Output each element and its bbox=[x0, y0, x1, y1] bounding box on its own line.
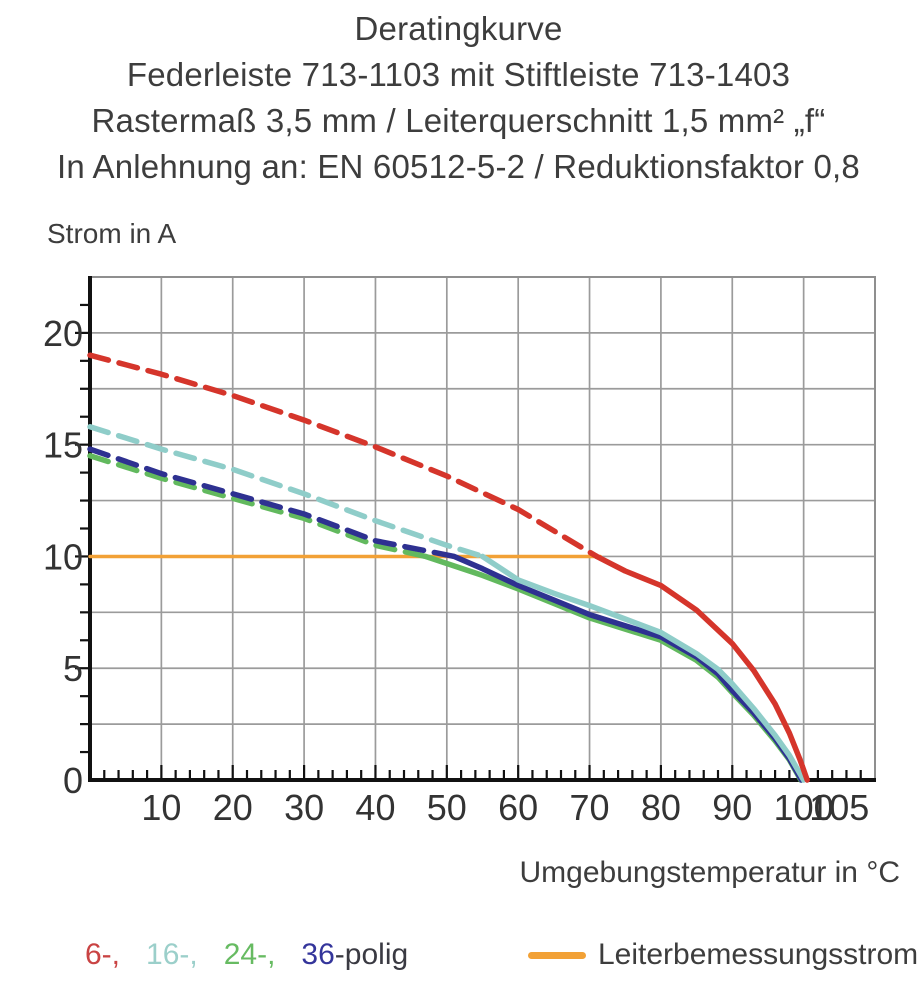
legend-item-6-polig: 6-, bbox=[85, 938, 121, 971]
legend-poles: 6-, 16-, 24-, 36 -polig bbox=[85, 938, 408, 972]
x-tick-label: 90 bbox=[712, 787, 752, 828]
rated-current-label: Leiterbemessungsstrom bbox=[598, 938, 917, 971]
rated-current-line-swatch bbox=[528, 951, 586, 959]
curve-36-polig-dashed bbox=[87, 446, 457, 560]
plot-frame bbox=[89, 276, 876, 781]
curve-16-polig-dashed bbox=[87, 424, 486, 560]
tick-marks bbox=[75, 303, 862, 778]
title-line-4: In Anlehnung an: EN 60512-5-2 / Reduktio… bbox=[57, 148, 860, 185]
legend-item-24-polig: 24-, bbox=[223, 938, 276, 971]
y-tick-label: 10 bbox=[43, 536, 83, 577]
legend-item-36-number: 36 bbox=[301, 938, 335, 971]
y-tick-label: 20 bbox=[43, 313, 83, 354]
x-tick-label: 70 bbox=[570, 787, 610, 828]
title-line-1: Deratingkurve bbox=[354, 10, 563, 47]
curve-16-polig-solid bbox=[479, 553, 807, 783]
x-tick-label: 40 bbox=[355, 787, 395, 828]
x-axis-title: Umgebungstemperatur in °C bbox=[519, 856, 900, 889]
legend: 6-, 16-, 24-, 36 -polig Leiterbemessungs… bbox=[0, 938, 917, 988]
y-tick-labels: 0 5 10 15 20 bbox=[43, 313, 83, 801]
legend-rated-current: Leiterbemessungsstrom bbox=[528, 938, 917, 972]
title-line-2: Federleiste 713-1103 mit Stiftleiste 713… bbox=[126, 56, 791, 93]
title-line-3: Rastermaß 3,5 mm / Leiterquerschnitt 1,5… bbox=[91, 102, 826, 139]
gridlines bbox=[90, 277, 875, 780]
curve-24-polig-dashed bbox=[87, 453, 429, 560]
y-tick-label: 5 bbox=[63, 648, 83, 689]
legend-item-36-polig: 36 -polig bbox=[301, 938, 408, 972]
x-tick-label: 20 bbox=[213, 787, 253, 828]
x-tick-label: 100 bbox=[774, 787, 834, 828]
x-tick-label: 105 bbox=[809, 787, 869, 828]
x-tick-label: 10 bbox=[141, 787, 181, 828]
derating-curves bbox=[87, 352, 810, 783]
legend-item-polig-suffix: -polig bbox=[334, 938, 409, 971]
x-tick-label: 60 bbox=[498, 787, 538, 828]
chart-title: Deratingkurve Federleiste 713-1103 mit S… bbox=[0, 6, 917, 190]
x-tick-label: 30 bbox=[284, 787, 324, 828]
y-tick-label: 15 bbox=[43, 425, 83, 466]
legend-item-16-polig: 16-, bbox=[146, 938, 198, 971]
curve-6-polig-solid bbox=[593, 553, 810, 783]
curve-6-polig-dashed bbox=[87, 352, 600, 560]
y-tick-label: 0 bbox=[63, 760, 83, 801]
y-axis-title: Strom in A bbox=[47, 218, 177, 249]
x-tick-label: 50 bbox=[427, 787, 467, 828]
x-tick-label: 80 bbox=[641, 787, 681, 828]
